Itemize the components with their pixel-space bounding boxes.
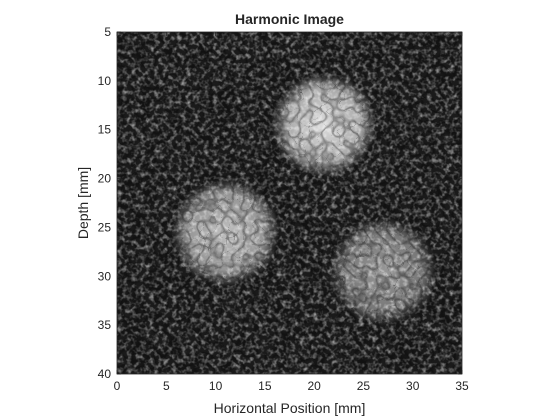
plot-area [117, 32, 462, 374]
chart-title: Harmonic Image [235, 11, 344, 27]
x-tick-label: 15 [258, 379, 272, 393]
y-tick-label: 30 [98, 269, 112, 283]
x-tick-label: 35 [455, 379, 469, 393]
y-axis-label: Depth [mm] [75, 167, 91, 239]
x-tick-label: 25 [357, 379, 371, 393]
y-tick-label: 10 [98, 74, 112, 88]
dark-speckle-lines [117, 32, 462, 374]
y-tick-label: 40 [98, 367, 112, 381]
x-tick-label: 10 [209, 379, 223, 393]
y-tick-label: 15 [98, 123, 112, 137]
x-tick-label: 0 [114, 379, 121, 393]
y-tick-label: 35 [98, 318, 112, 332]
x-tick-label: 20 [307, 379, 321, 393]
y-tick-label: 20 [98, 172, 112, 186]
x-tick-label: 5 [163, 379, 170, 393]
x-tick-label: 30 [406, 379, 420, 393]
x-axis-label: Horizontal Position [mm] [214, 400, 366, 416]
y-tick-label: 5 [104, 25, 111, 39]
y-tick-label: 25 [98, 220, 112, 234]
